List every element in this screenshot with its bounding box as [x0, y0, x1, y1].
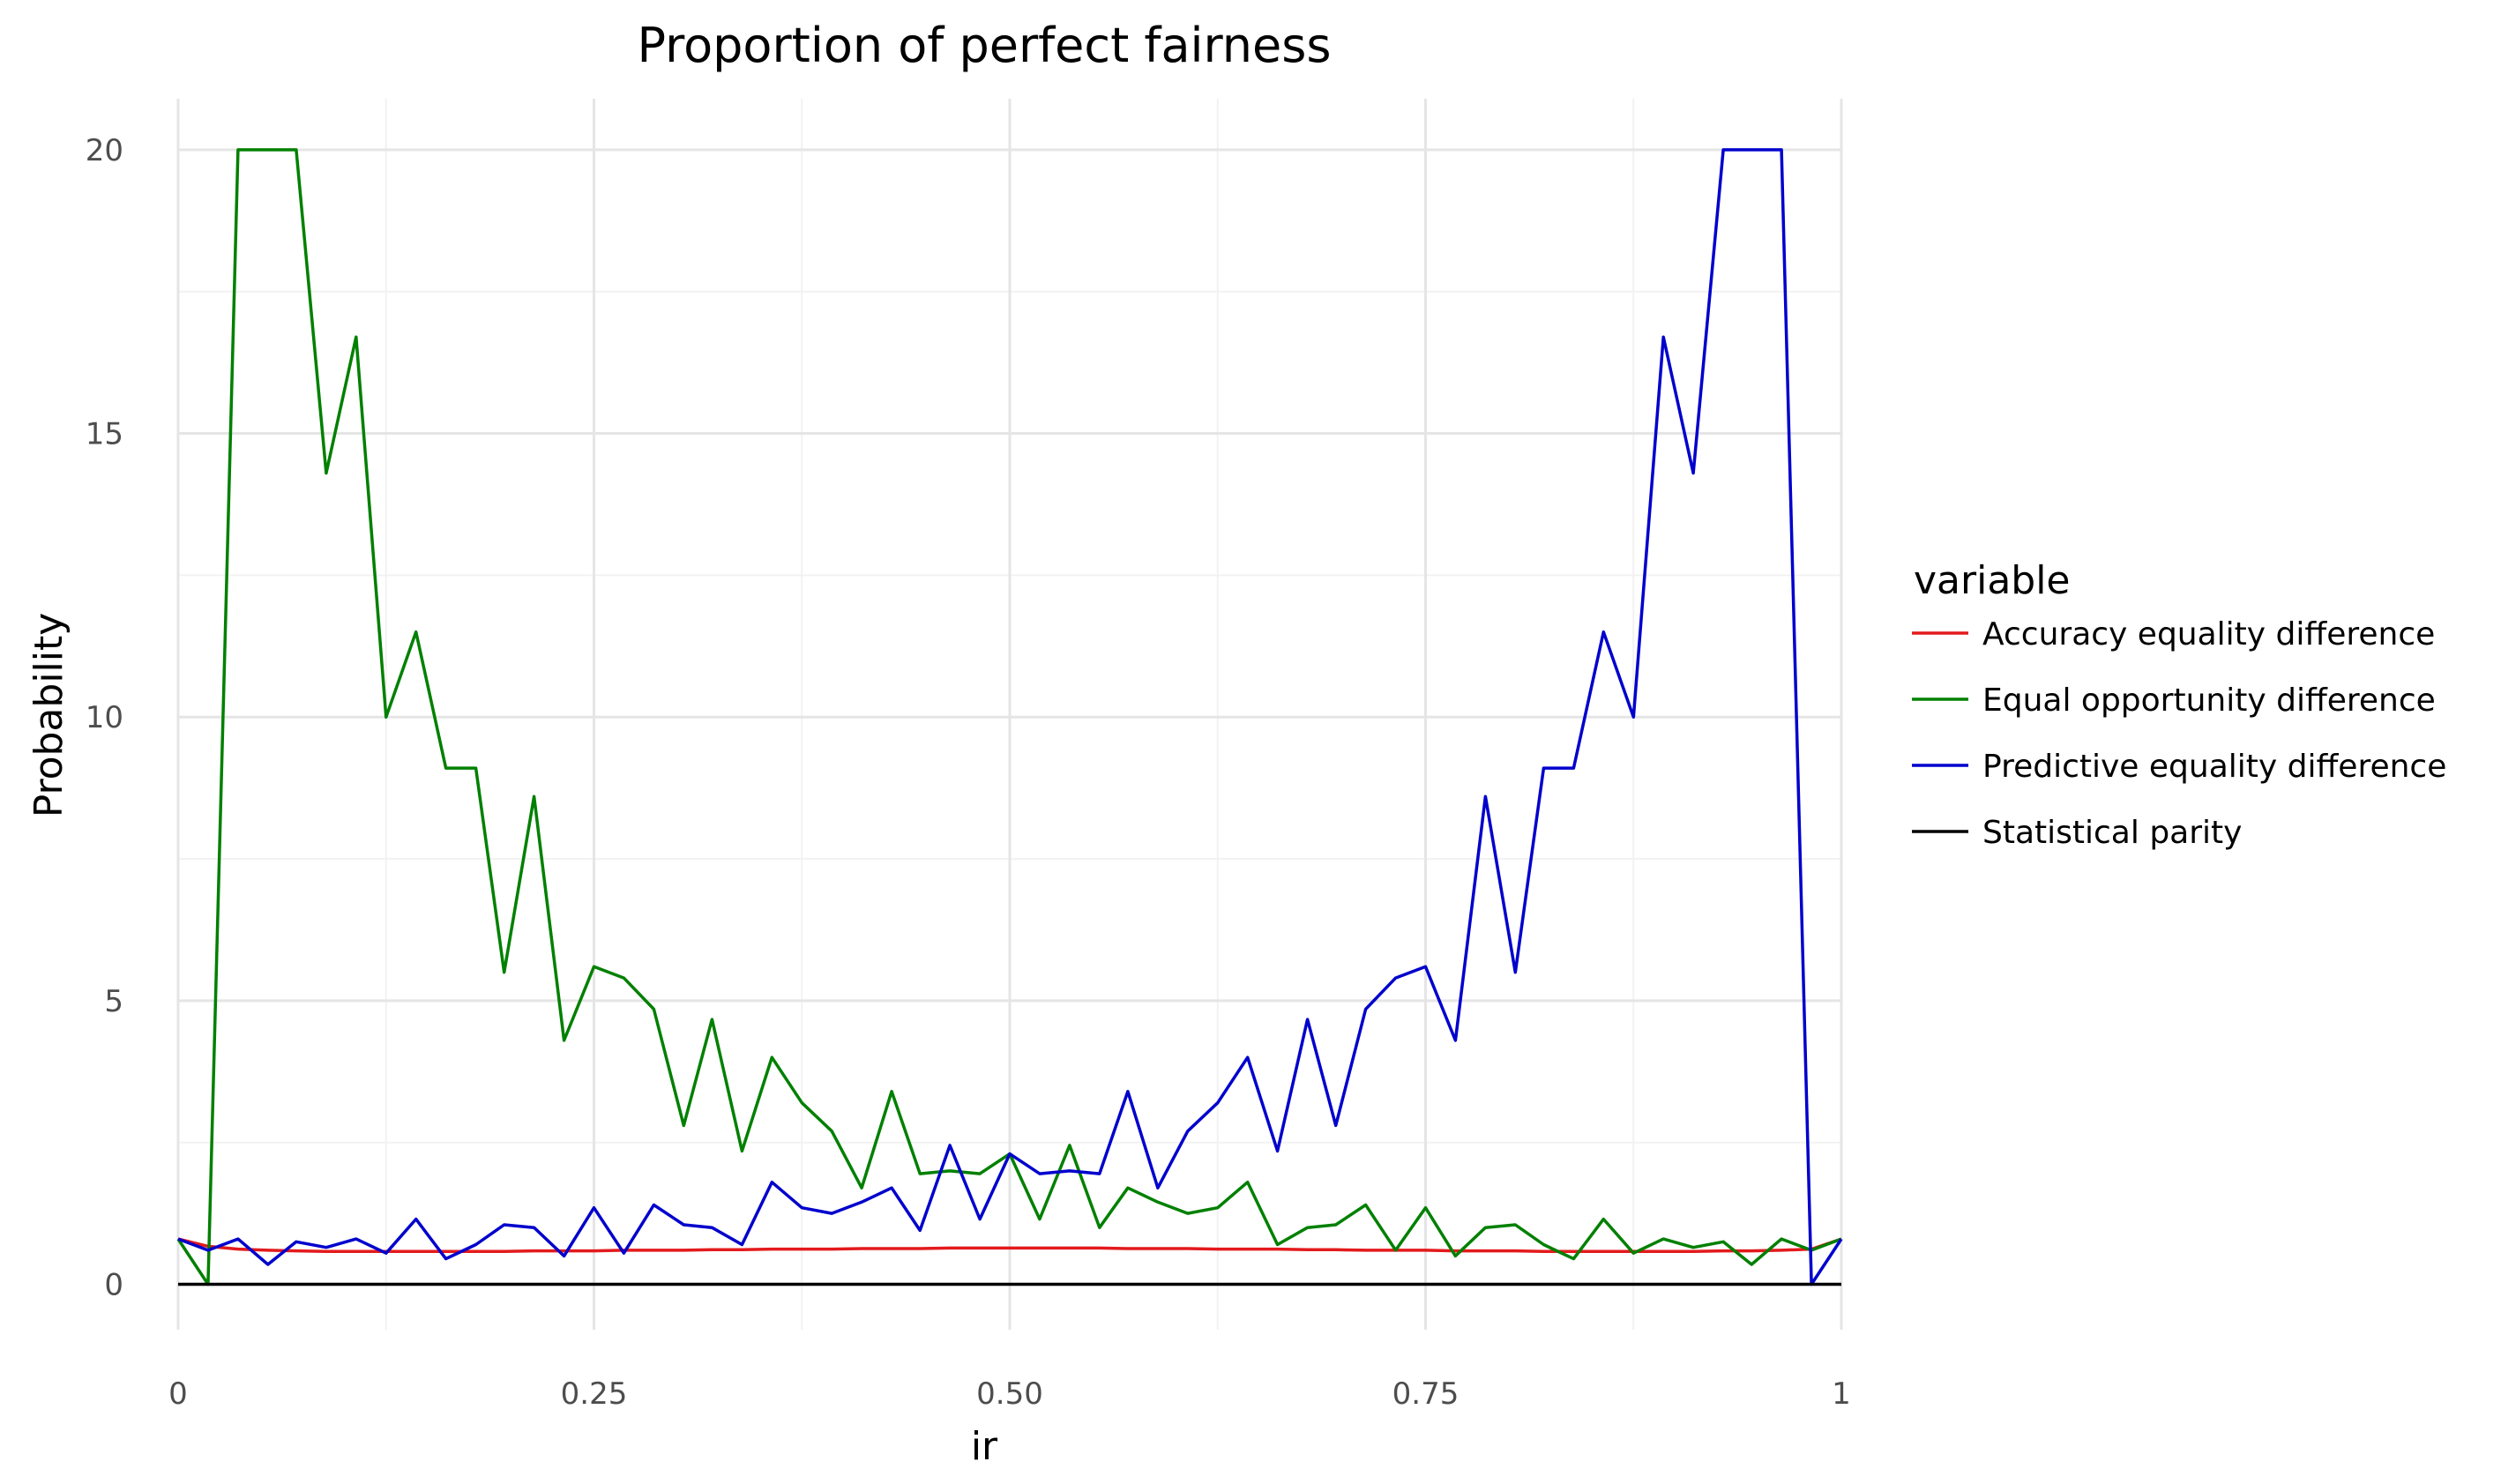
y-tick-label: 20 — [86, 133, 123, 168]
y-axis-tick-labels: 0 5 10 15 20 — [86, 133, 123, 1303]
x-tick-label: 1 — [1832, 1376, 1851, 1412]
legend: variable Accuracy equality difference Equ… — [1912, 558, 2446, 851]
y-tick-label: 10 — [86, 700, 123, 735]
legend-label: Accuracy equality difference — [1982, 616, 2435, 653]
legend-title: variable — [1914, 558, 2071, 603]
legend-label: Equal opportunity difference — [1982, 682, 2436, 719]
x-tick-label: 0.75 — [1392, 1376, 1460, 1412]
chart-title: Proportion of perfect fairness — [637, 18, 1331, 73]
x-axis-tick-labels: 0 0.25 0.50 0.75 1 — [168, 1376, 1851, 1412]
y-tick-label: 15 — [86, 417, 123, 452]
y-tick-label: 5 — [104, 984, 123, 1019]
x-tick-label: 0.25 — [561, 1376, 628, 1412]
series-line-accuracy-equality-difference — [177, 1237, 1842, 1253]
y-tick-label: 0 — [104, 1268, 123, 1303]
y-axis-title: Probability — [26, 613, 71, 818]
legend-label: Predictive equality difference — [1982, 749, 2446, 785]
series-lines — [176, 148, 1843, 1286]
legend-label: Statistical parity — [1982, 815, 2242, 851]
series-line-predictive-equality-difference — [177, 148, 1843, 1286]
x-tick-label: 0.50 — [976, 1376, 1043, 1412]
x-axis-title: ir — [971, 1424, 998, 1469]
x-tick-label: 0 — [168, 1376, 188, 1412]
